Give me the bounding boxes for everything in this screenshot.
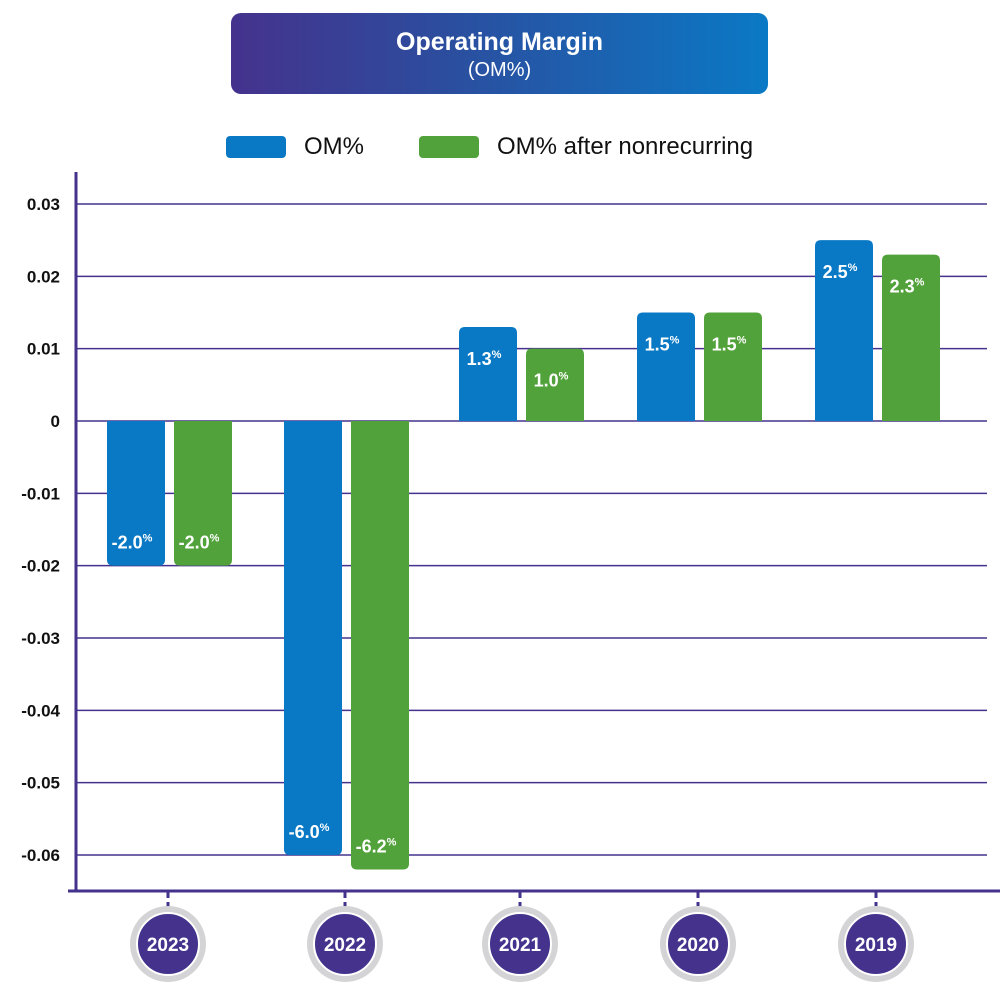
y-tick-label: 0 [51,412,60,431]
title-banner: Operating Margin (OM%) [231,13,768,94]
y-tick-label: -0.05 [21,774,60,793]
bar-om-after-2023 [174,421,232,566]
x-tick-label: 2023 [147,935,189,956]
chart-subtitle: (OM%) [467,59,532,81]
legend-label-om: OM% [304,133,364,160]
bar-om-2022 [284,421,342,855]
x-tick-label: 2019 [855,935,897,956]
data-label: -6.0% [289,822,330,842]
bar-om-after-2022 [351,421,409,870]
year-badge [136,912,200,976]
y-tick-label: -0.03 [21,629,60,648]
y-tick-label: -0.01 [21,484,60,503]
bar-om-2020 [637,312,695,421]
bar-om-after-2019 [882,254,940,421]
bar-om-2023 [107,421,165,566]
legend-item-om-after: OM% after nonrecurring [419,133,753,161]
bar-om-after-2021 [526,348,584,421]
y-tick-label: 0.03 [27,195,60,214]
bar-om-after-2020 [704,312,762,421]
x-tick-label: 2020 [677,935,719,956]
year-badge [666,912,730,976]
y-tick-label: -0.06 [21,846,60,865]
data-label: -2.0% [112,533,153,553]
bar-om-2019 [815,240,873,421]
data-label: -6.2% [356,836,397,856]
legend-label-om-after: OM% after nonrecurring [497,133,754,160]
x-tick-label: 2021 [499,935,542,956]
legend-swatch-om-after [419,136,479,158]
year-badge [844,912,908,976]
chart-title: Operating Margin [396,28,603,56]
year-badge [313,912,377,976]
data-label: -2.0% [179,533,220,553]
y-tick-label: -0.02 [21,557,60,576]
y-tick-label: 0.01 [27,340,60,359]
bar-om-2021 [459,326,517,421]
x-tick-label: 2022 [324,935,366,956]
legend-swatch-om [226,136,286,158]
y-tick-label: -0.04 [21,701,60,720]
year-badge [488,912,552,976]
y-tick-label: 0.02 [27,267,60,286]
legend-item-om: OM% [226,133,364,161]
legend: OM% OM% after nonrecurring [226,133,808,161]
